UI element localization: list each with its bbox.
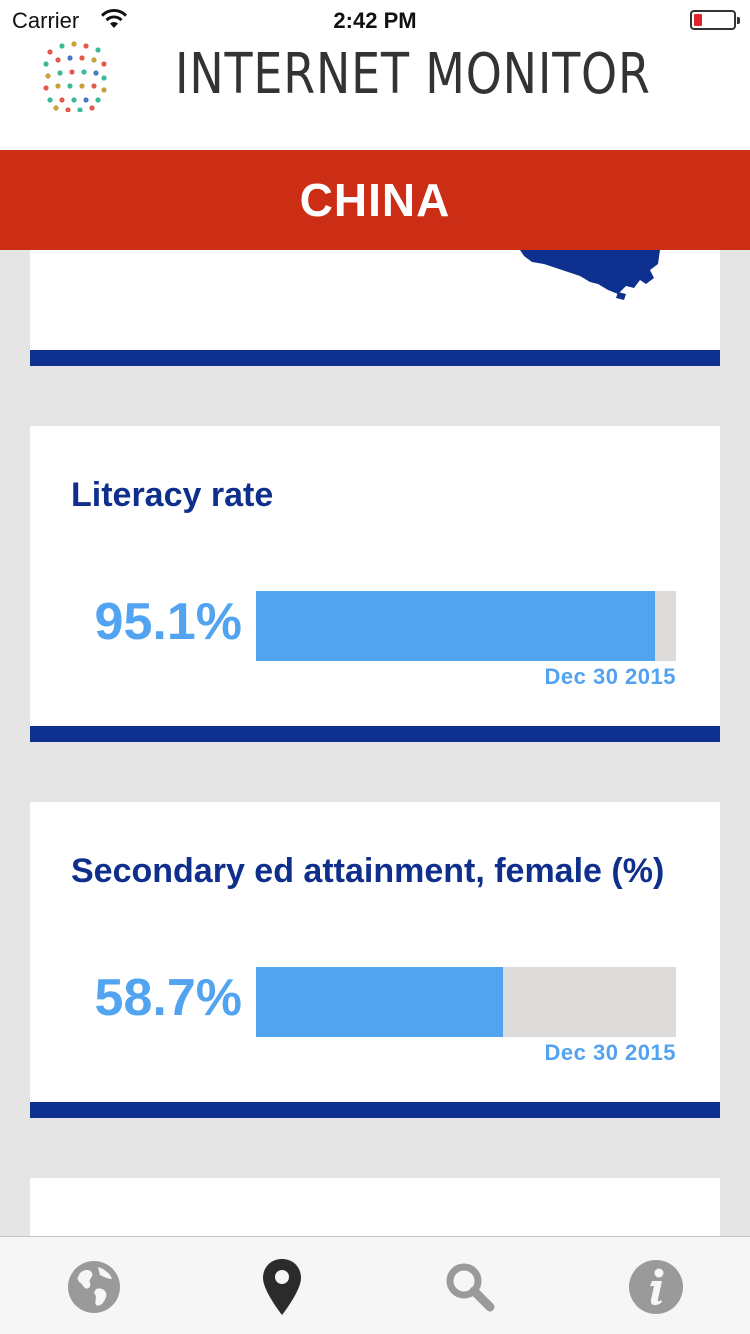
indicator-card[interactable]: Literacy rate 95.1% Dec 30 2015 bbox=[30, 426, 720, 742]
card-bottom-border bbox=[30, 726, 720, 742]
tab-globe[interactable] bbox=[54, 1247, 134, 1327]
tab-info[interactable] bbox=[616, 1247, 696, 1327]
indicator-date: Dec 30 2015 bbox=[544, 664, 676, 689]
card-bottom-border bbox=[30, 1102, 720, 1118]
country-banner[interactable]: CHINA bbox=[0, 150, 750, 250]
search-icon bbox=[446, 1263, 495, 1312]
card-bottom-border bbox=[30, 350, 720, 366]
indicator-title: Literacy rate bbox=[71, 476, 274, 514]
info-icon bbox=[629, 1260, 683, 1314]
battery-icon bbox=[690, 10, 740, 30]
indicator-bar-fill bbox=[256, 967, 503, 1037]
country-map-card[interactable] bbox=[30, 250, 720, 366]
indicator-bar-track bbox=[256, 967, 676, 1037]
china-map-graphic bbox=[520, 250, 660, 300]
indicator-value: 95.1% bbox=[94, 593, 242, 651]
status-bar: Carrier 2:42 PM bbox=[0, 0, 750, 40]
tab-location[interactable] bbox=[242, 1247, 322, 1327]
country-name: CHINA bbox=[299, 174, 451, 226]
indicator-bar-fill bbox=[256, 591, 656, 661]
app-header: INTERNET MONITOR bbox=[0, 40, 750, 150]
wifi-icon bbox=[101, 8, 127, 28]
globe-icon bbox=[68, 1261, 120, 1313]
indicator-value: 58.7% bbox=[94, 969, 242, 1027]
app-title: INTERNET MONITOR bbox=[175, 42, 651, 107]
indicator-date: Dec 30 2015 bbox=[544, 1040, 676, 1065]
indicator-title: Secondary ed attainment, female (%) bbox=[71, 852, 665, 890]
indicator-card[interactable]: Secondary ed attainment, female (%) 58.7… bbox=[30, 802, 720, 1118]
clock: 2:42 PM bbox=[333, 8, 417, 33]
app-logo-icon bbox=[43, 41, 107, 112]
tab-search[interactable] bbox=[430, 1247, 510, 1327]
indicator-bar-track bbox=[256, 591, 676, 661]
carrier-label: Carrier bbox=[12, 8, 80, 33]
tab-bar bbox=[0, 1236, 750, 1334]
location-pin-icon bbox=[263, 1259, 301, 1315]
